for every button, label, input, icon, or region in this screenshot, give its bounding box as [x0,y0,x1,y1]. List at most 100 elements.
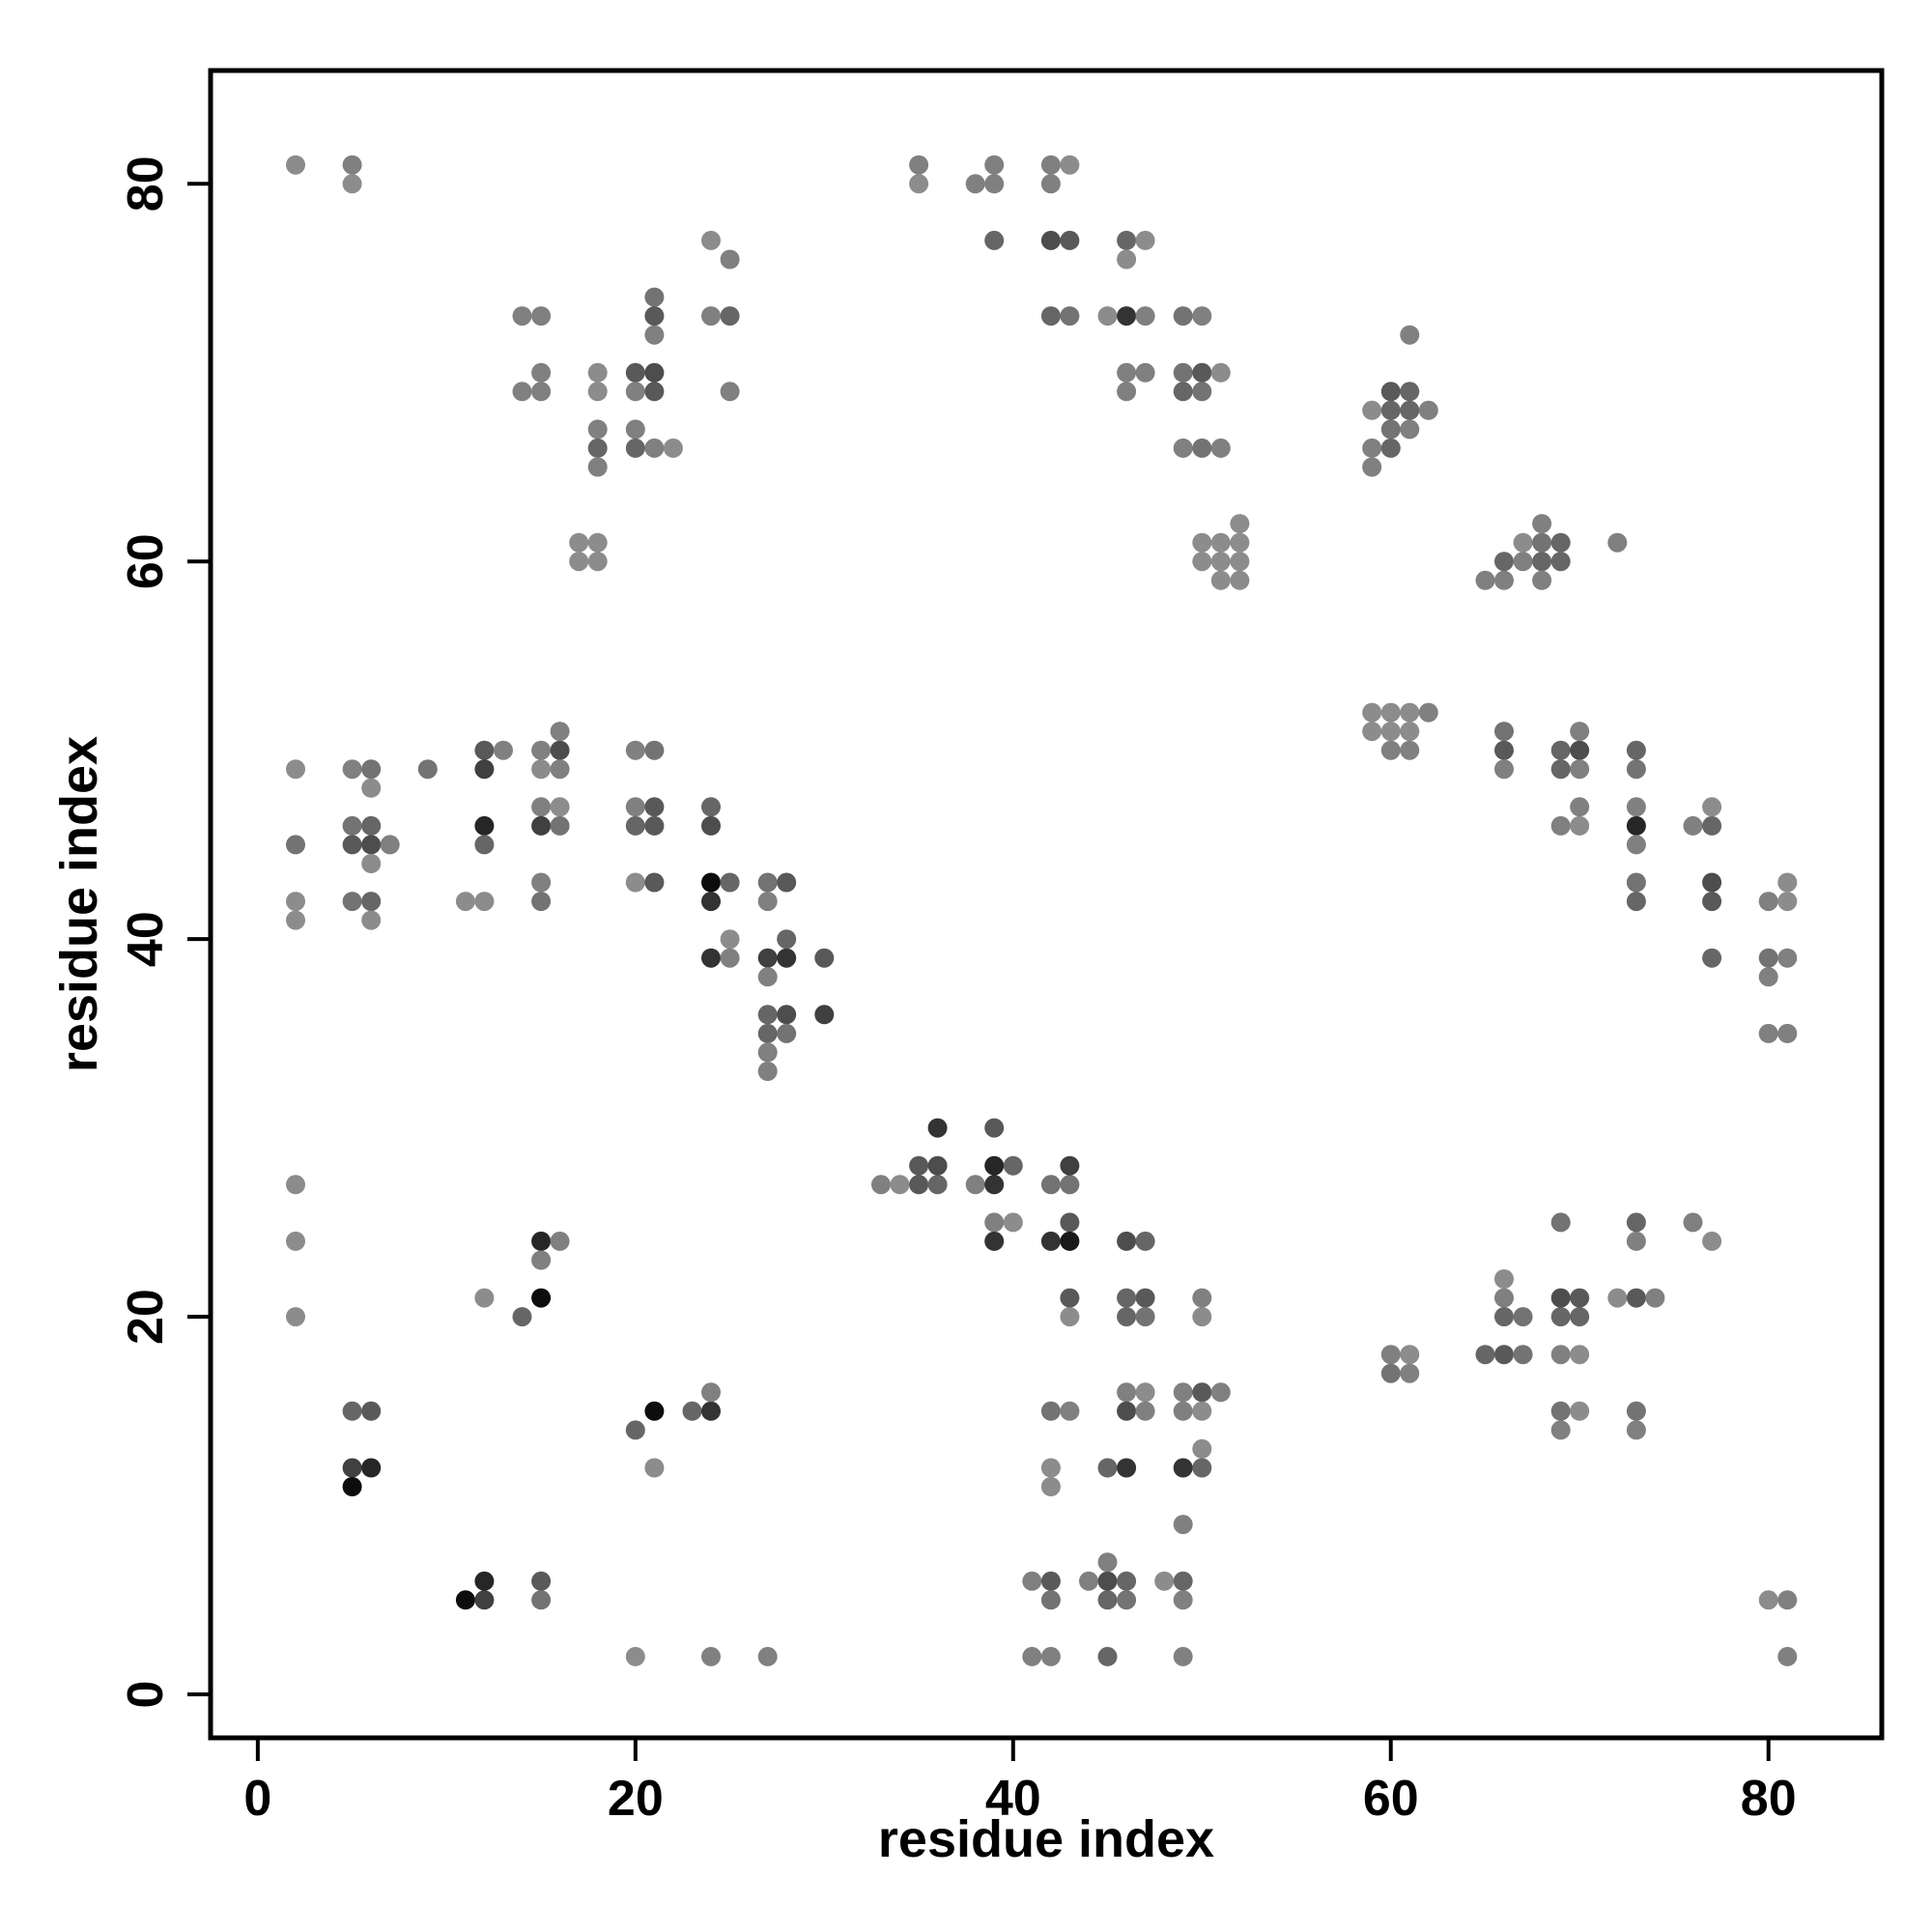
contact-point [1117,1458,1137,1478]
contact-point [757,948,778,968]
contact-point [1400,382,1420,402]
contact-point [701,872,721,893]
contact-point [1173,1382,1193,1403]
contact-point [1626,759,1646,780]
contact-point [1230,514,1250,534]
x-tick-label: 0 [243,1771,271,1827]
contact-point [1192,552,1212,572]
contact-point [1550,1401,1571,1421]
contact-point [1117,1590,1137,1610]
contact-point [531,759,552,780]
contact-point [286,910,305,930]
contact-point [417,759,438,780]
contact-point [644,872,665,893]
contact-point [1060,306,1080,327]
contact-point [644,382,665,402]
contact-point [984,155,1005,175]
contact-point [965,174,985,194]
contact-point [644,815,665,836]
contact-point [1362,722,1382,742]
contact-point [455,892,475,912]
contact-point [1135,1288,1155,1308]
contact-point [1777,892,1798,912]
contact-point [1060,1212,1080,1233]
contact-point [1758,1590,1778,1610]
contact-point [984,230,1005,250]
contact-point [1040,174,1061,194]
contact-point [1626,1288,1646,1308]
contact-point [625,740,645,760]
contact-point [1475,1345,1495,1365]
contact-point [550,815,570,836]
contact-point [1570,1288,1590,1308]
contact-point [757,1042,778,1063]
contact-point [644,1458,665,1478]
contact-point [1777,872,1798,893]
contact-point [1022,1646,1042,1666]
contact-point [1626,872,1646,893]
contact-point [1135,362,1155,383]
contact-point [361,835,382,855]
contact-point [757,872,778,893]
contact-point [777,872,797,893]
contact-point [1418,702,1438,723]
contact-point [1060,1307,1080,1327]
contact-point [1135,306,1155,327]
contact-point [1117,1307,1137,1327]
contact-point [550,797,570,817]
contact-point [720,306,740,327]
contact-point [1758,892,1778,912]
contact-point [342,1477,362,1496]
contact-point [1210,1382,1231,1403]
contact-point [644,362,665,383]
contact-point [1400,1345,1420,1365]
contact-point [1550,1307,1571,1327]
contact-point [1173,1571,1193,1591]
contact-point [1683,1212,1703,1233]
contact-point [1550,815,1571,836]
contact-point [1210,570,1231,590]
contact-point [569,552,589,572]
contact-point [1626,797,1646,817]
contact-point [1626,815,1646,836]
contact-point [644,797,665,817]
contact-point [1173,362,1193,383]
contact-point [757,1646,778,1666]
contact-point [1494,570,1514,590]
contact-point [1607,1288,1628,1308]
contact-point [342,174,362,194]
contact-point [1494,1345,1514,1365]
contact-point [625,1420,645,1440]
contact-point [984,1212,1005,1233]
contact-point [1060,1288,1080,1308]
contact-point [342,1458,362,1478]
contact-point [1494,1269,1514,1289]
contact-point [1097,1571,1118,1591]
contact-point [625,438,645,458]
contact-point [1550,552,1571,572]
contact-point [1040,155,1061,175]
contact-point [474,740,495,760]
contact-point [587,382,608,402]
contact-point [1777,1646,1798,1666]
contact-point [1135,1401,1155,1421]
contact-point [1380,382,1401,402]
contact-point [531,1571,552,1591]
contact-point [474,835,495,855]
contact-point [625,382,645,402]
contact-point [1400,325,1420,345]
contact-point [1040,1458,1061,1478]
contact-point [1513,1345,1533,1365]
contact-point [927,1175,948,1195]
contact-point [1550,1420,1571,1440]
contact-point [1607,532,1628,553]
contact-point [1380,722,1401,742]
contact-point [1117,306,1137,327]
contact-point [757,1062,778,1081]
contact-point [1192,1458,1212,1478]
contact-point [531,797,552,817]
contact-point [1135,230,1155,250]
contact-point [777,1005,797,1025]
contact-point [1626,892,1646,912]
contact-point [1117,1571,1137,1591]
